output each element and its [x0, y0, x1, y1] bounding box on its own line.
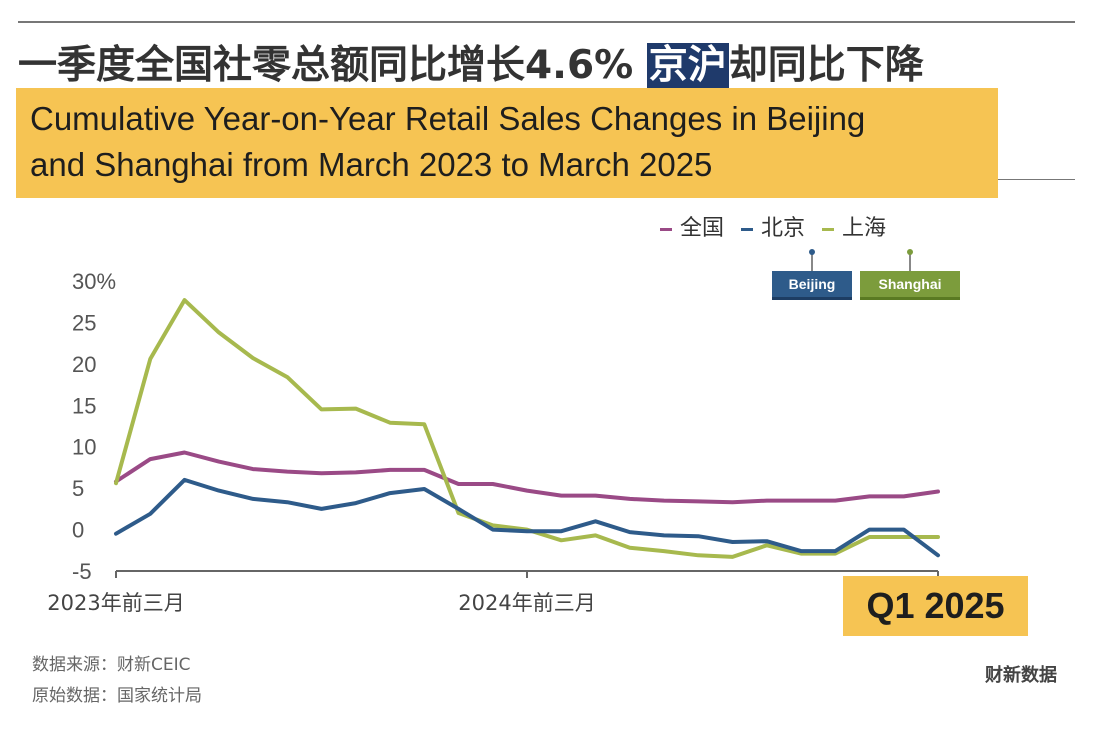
y-tick-label: 20: [72, 352, 96, 377]
right-rule: [998, 179, 1075, 180]
shanghai-tag-pin-dot: [907, 249, 913, 255]
y-tick-label: 5: [72, 476, 84, 501]
legend: 全国 北京 上海: [660, 210, 896, 242]
y-tick-label: 0: [72, 518, 84, 543]
title-en-line1: Cumulative Year-on-Year Retail Sales Cha…: [30, 100, 866, 137]
legend-item-shanghai: 上海: [822, 216, 886, 241]
legend-label-shanghai: 上海: [842, 216, 887, 241]
legend-label-national: 全国: [680, 216, 725, 241]
series-line-national: [114, 450, 940, 505]
legend-swatch-beijing: [741, 227, 754, 231]
top-rule: [18, 21, 1075, 23]
legend-item-national: 全国: [660, 216, 724, 241]
beijing-tag: Beijing: [772, 271, 852, 300]
legend-item-beijing: 北京: [741, 216, 805, 241]
title-en-line2: and Shanghai from March 2023 to March 20…: [30, 146, 713, 183]
y-tick-label: 15: [72, 393, 96, 418]
y-tick-label: 10: [72, 435, 96, 460]
x-tick-label: 2023年前三月: [47, 591, 184, 615]
y-tick-label: 30%: [72, 269, 116, 294]
series-lines: [114, 298, 940, 559]
series-line-beijing: [114, 477, 940, 558]
shanghai-tag: Shanghai: [860, 271, 960, 300]
legend-swatch-shanghai: [822, 227, 835, 231]
y-tick-label: 25: [72, 310, 96, 335]
y-axis-labels: -5 0 5 10 15 20 25 30%: [72, 269, 116, 584]
x-axis: 2023年前三月 2024年前三月: [47, 570, 939, 615]
legend-label-beijing: 北京: [761, 216, 806, 241]
title-en-box: Cumulative Year-on-Year Retail Sales Cha…: [16, 88, 998, 198]
beijing-tag-pin: [811, 252, 813, 271]
title-cn-prefix: 一季度全国社零总额同比增长4.6%: [18, 43, 634, 88]
shanghai-tag-pin: [909, 252, 911, 271]
q1-2025-callout: Q1 2025: [843, 576, 1028, 636]
original-data-note: 原始数据：国家统计局: [32, 686, 202, 706]
title-cn-highlight: 京沪: [646, 43, 729, 88]
x-tick-label: 2024年前三月: [458, 591, 595, 615]
beijing-tag-pin-dot: [809, 249, 815, 255]
brand-logo: 财新数据: [985, 665, 1057, 686]
source-note: 数据来源：财新CEIC: [32, 655, 191, 675]
y-tick-label: -5: [72, 559, 92, 584]
legend-swatch-national: [660, 227, 672, 231]
page-title-cn: 一季度全国社零总额同比增长4.6% 京沪却同比下降: [18, 34, 924, 90]
series-line-shanghai: [114, 298, 940, 559]
title-cn-suffix: 却同比下降: [728, 43, 924, 88]
